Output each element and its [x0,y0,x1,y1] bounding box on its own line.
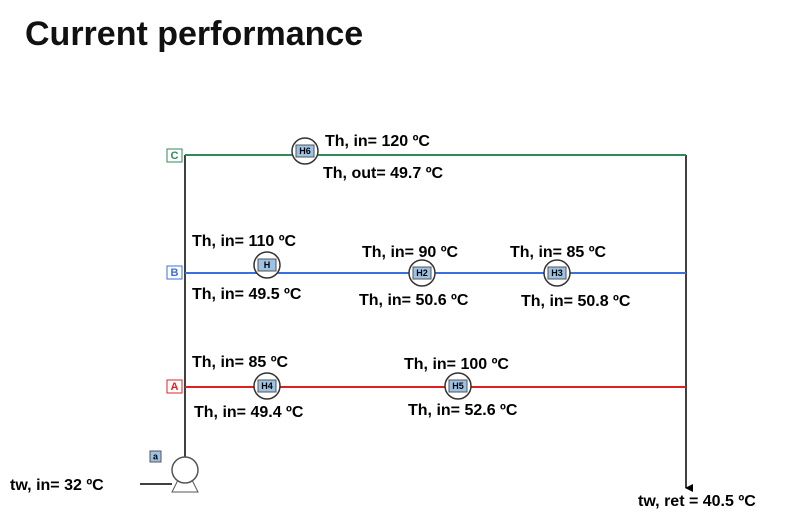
outlet-temperature: Th, out= 49.7 ºC [323,165,444,182]
pump-tag: a [153,451,159,461]
title: Current performance [25,15,363,53]
outlet-temperature: Th, in= 49.5 ºC [192,286,302,303]
inlet-temperature: Th, in= 100 ºC [404,356,509,373]
branch-label-box [166,148,183,163]
outlet-temperature: Th, in= 50.6 ºC [359,292,469,309]
exchanger-tag-box [412,266,432,280]
inlet-temperature: Th, in= 85 ºC [510,244,607,261]
pump-tag-box [149,450,162,463]
branch-label: B [171,267,179,279]
exchanger-tag: H2 [416,268,428,278]
branch-label: A [171,381,179,393]
branch-label-box [166,379,183,394]
exchanger-tag-box [257,379,277,393]
inlet-temperature: Th, in= 110 ºC [192,233,297,250]
exchanger-tag-box [547,266,567,280]
branch-label: C [171,150,179,162]
inlet-temperature: Th, in= 120 ºC [325,133,430,150]
inlet-temperature: Th, in= 90 ºC [362,244,459,261]
return-label: tw, ret = 40.5 ºC [638,493,756,510]
outlet-temperature: Th, in= 50.8 ºC [521,293,631,310]
exchanger-tag: H [264,260,271,270]
pump [171,456,199,484]
exchanger-tag-box [295,144,315,158]
exchanger-tag: H3 [551,268,563,278]
outlet-temperature: Th, in= 49.4 ºC [194,404,304,421]
exchanger-tag: H5 [452,381,464,391]
exchanger-tag-box [448,379,468,393]
exchanger-tag-box [257,258,277,272]
exchanger-tag: H6 [299,146,311,156]
branch-label-box [166,265,183,280]
outlet-temperature: Th, in= 52.6 ºC [408,402,518,419]
inlet-temperature: Th, in= 85 ºC [192,354,289,371]
inlet-label: tw, in= 32 ºC [10,477,104,494]
exchanger-tag: H4 [261,381,273,391]
